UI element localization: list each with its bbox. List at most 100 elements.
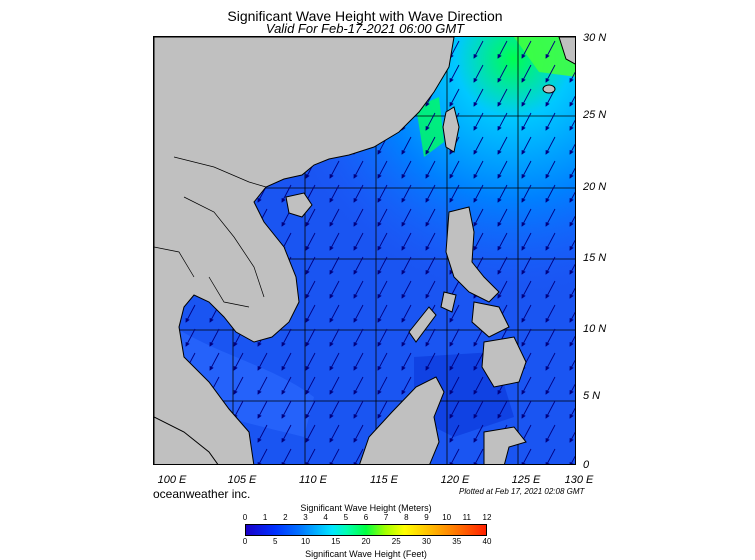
wave-arrow <box>401 184 412 203</box>
wave-arrow <box>305 352 316 371</box>
wave-arrow <box>521 160 532 179</box>
wave-arrow <box>353 400 364 419</box>
wave-arrow <box>497 112 508 131</box>
wave-arrow <box>425 232 436 251</box>
lon-label: 115 E <box>370 474 398 486</box>
wave-arrow <box>305 376 316 395</box>
colorbar-meter-tick: 9 <box>424 513 429 522</box>
colorbar-meter-tick: 6 <box>363 513 369 522</box>
wave-arrow <box>329 256 340 275</box>
wave-arrow <box>377 280 388 299</box>
high-wave-patch <box>416 97 444 157</box>
wave-arrow <box>329 232 340 251</box>
colorbar-meter-tick: 1 <box>262 513 268 522</box>
borders <box>154 156 267 308</box>
chart-title: Significant Wave Height with Wave Direct… <box>227 8 503 24</box>
lat-label: 0 <box>583 459 590 471</box>
wave-arrow <box>545 64 556 83</box>
map-canvas <box>154 37 575 464</box>
wave-arrow <box>233 352 244 371</box>
wave-arrow <box>353 256 364 275</box>
land-kyushu <box>558 37 575 65</box>
wave-arrow <box>425 184 436 203</box>
colorbar-meter-tick: 10 <box>442 513 452 522</box>
wave-arrow <box>473 112 484 131</box>
wave-arrow <box>449 40 460 59</box>
wave-arrow <box>377 352 388 371</box>
wave-arrow <box>377 328 388 347</box>
wave-arrow <box>233 400 244 419</box>
wave-arrow <box>473 232 484 251</box>
wave-arrow <box>401 208 412 227</box>
wave-arrow <box>305 304 316 323</box>
wave-arrow <box>545 280 556 299</box>
wave-arrow <box>329 376 340 395</box>
wave-arrow <box>545 256 556 275</box>
wave-arrow <box>425 208 436 227</box>
wave-arrow <box>353 328 364 347</box>
colorbar-meters-title: Significant Wave Height (Meters) <box>300 503 432 513</box>
wave-arrow <box>353 376 364 395</box>
wave-arrow <box>449 328 460 347</box>
colorbar-feet-tick: 35 <box>452 537 462 546</box>
wave-arrow <box>545 376 556 395</box>
colorbar-feet-tick: 40 <box>482 537 492 546</box>
colorbar-meter-tick: 12 <box>482 513 492 522</box>
lat-label: 5 N <box>583 390 601 402</box>
land-mainland <box>154 37 455 464</box>
wave-arrow <box>473 184 484 203</box>
colorbar <box>245 524 487 536</box>
lat-label: 30 N <box>583 32 607 44</box>
wave-arrow <box>569 119 575 131</box>
wave-arrow <box>521 40 532 59</box>
wave-arrow <box>569 287 575 299</box>
wave-arrow <box>569 143 575 155</box>
wave-arrow <box>497 40 508 59</box>
wave-arrow <box>401 280 412 299</box>
land-mindanao <box>481 336 527 388</box>
colorbar-feet-tick: 10 <box>301 537 310 546</box>
lon-label: 120 E <box>440 474 470 486</box>
wave-arrow <box>473 64 484 83</box>
wave-arrow <box>497 136 508 155</box>
wave-arrow <box>569 383 575 395</box>
wave-arrow <box>545 184 556 203</box>
wave-arrow <box>497 232 508 251</box>
wave-arrow <box>521 136 532 155</box>
wave-arrow <box>473 400 484 419</box>
wave-arrow <box>377 400 388 419</box>
wave-arrow <box>233 376 244 395</box>
wave-arrow <box>473 136 484 155</box>
colorbar-feet-tick: 15 <box>331 537 341 546</box>
wave-arrow <box>329 160 340 179</box>
wave-arrow <box>497 400 508 419</box>
wave-height-map <box>153 36 576 465</box>
wave-arrow <box>521 184 532 203</box>
wave-arrow <box>401 160 412 179</box>
wave-arrow <box>329 400 340 419</box>
colorbar-meter-tick: 11 <box>462 513 471 522</box>
wave-arrow <box>377 208 388 227</box>
wave-arrow <box>521 448 532 464</box>
wave-arrow <box>473 448 484 464</box>
land-taiwan <box>442 106 460 153</box>
wave-arrow <box>425 328 436 347</box>
land-sulawesi <box>483 426 527 464</box>
wave-arrow <box>473 424 484 443</box>
wave-arrow <box>569 191 575 203</box>
land-mindoro <box>440 291 457 313</box>
wave-arrow <box>401 352 412 371</box>
wave-arrow <box>281 184 292 203</box>
wave-arrow <box>545 208 556 227</box>
wave-arrow <box>569 95 575 107</box>
wave-arrow <box>377 184 388 203</box>
wave-arrow <box>569 263 575 275</box>
wave-arrow <box>425 352 436 371</box>
wave-arrow <box>569 71 575 83</box>
wave-arrow <box>305 424 316 443</box>
wave-arrow <box>401 376 412 395</box>
land <box>154 37 575 464</box>
colorbar-feet-tick: 5 <box>273 537 278 546</box>
land-hainan <box>285 192 313 218</box>
wave-arrow <box>353 184 364 203</box>
